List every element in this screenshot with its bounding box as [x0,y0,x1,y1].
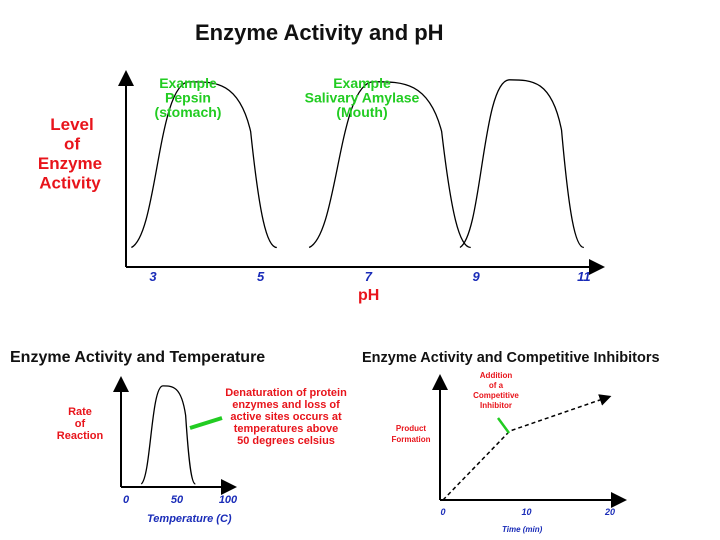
temp-annotation-pointer [189,416,223,430]
temp-curve-line [140,385,196,485]
inhib-y-label-line: Product [396,424,427,433]
ph-y-label-line: Activity [39,174,101,193]
ph-y-label-line: Level [50,115,93,134]
temp-y-label-line: of [75,418,86,430]
temp-chart-title: Enzyme Activity and Temperature [10,349,265,366]
ph-annotation-line: (stomach) [155,104,222,120]
inhib-y-axis-label: Product Formation [391,424,430,444]
inhib-y-label-line: Formation [391,435,430,444]
ph-annotation-line: Example [159,75,217,91]
inhib-curve [442,394,612,501]
ph-curve [459,79,585,249]
temp-y-label-line: Rate [68,406,92,418]
ph-annotation-line: Example [333,75,391,91]
ph-x-axis-label: pH [358,287,379,304]
ph-y-label-line: Enzyme [38,154,102,173]
temp-x-tick-label: 50 [171,494,184,506]
temp-annotation-line: enzymes and loss of [232,399,340,411]
ph-x-tick-label: 5 [257,269,265,284]
inhib-x-tick-label: 10 [521,507,531,517]
temp-curve [140,385,196,485]
temp-annotation-line: Denaturation of protein [225,387,347,399]
temp-annotation-line: temperatures above [234,423,339,435]
temp-x-tick-label: 100 [219,494,238,506]
ph-annotation-line: Pepsin [165,90,211,106]
inhib-annotation-line: Addition [480,371,513,380]
inhib-annotation-line: Competitive [473,391,519,400]
inhib-x-axis-label: Time (min) [502,525,543,534]
ph-chart-title: Enzyme Activity and pH [195,20,444,45]
ph-curve [131,81,277,249]
ph-x-tick-label: 7 [365,269,373,284]
inhib-x-tick-label: 0 [440,507,445,517]
inhib-annotation-line: Inhibitor [480,401,512,410]
ph-x-tick-label: 3 [149,269,157,284]
temp-annotation-line: 50 degrees celsius [237,435,335,447]
ph-curves [131,79,585,249]
inhib-x-tick-label: 20 [604,507,615,517]
ph-x-tick-label: 9 [472,269,480,284]
inhib-chart-title: Enzyme Activity and Competitive Inhibito… [362,350,660,366]
inhib-curve-line [442,394,612,501]
temp-annotation-line: active sites occurs at [230,411,342,423]
inhib-annotation-line: of a [489,381,504,390]
ph-x-tick-label: 11 [577,269,591,284]
ph-annotation-line: (Mouth) [336,104,387,120]
temp-x-axis-label: Temperature (C) [147,513,232,525]
temp-y-label-line: Reaction [57,430,104,442]
temp-x-tick-labels: 0 50 100 [123,494,238,506]
ph-annotation-line: Salivary Amylase [305,90,420,106]
ph-x-tick-labels: 3 5 7 9 11 [149,269,590,284]
temp-x-tick-label: 0 [123,494,130,506]
ph-y-label-line: of [64,135,80,154]
ph-curve [308,81,471,249]
inhib-annotation-pointer [496,417,511,434]
inhib-x-tick-labels: 0 10 20 [440,507,615,517]
